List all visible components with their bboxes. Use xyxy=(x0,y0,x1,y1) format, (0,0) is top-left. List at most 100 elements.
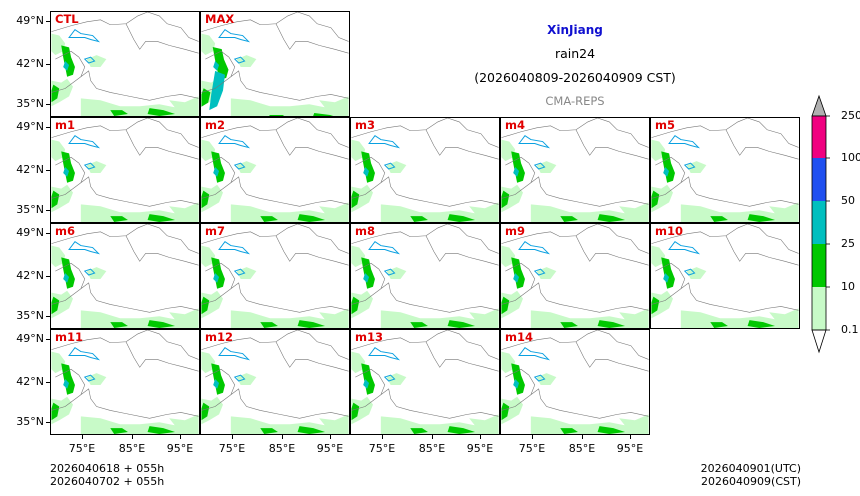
y-tick-label: 42°N xyxy=(16,269,44,282)
x-tick-label: 75°E xyxy=(368,442,396,455)
y-tick-label: 35°N xyxy=(16,309,44,322)
map-panel-m5: m5 xyxy=(650,117,800,223)
x-tick-mark xyxy=(382,435,383,439)
panel-label: m11 xyxy=(55,330,83,344)
x-tick-label: 85°E xyxy=(268,442,296,455)
colorbar-bin-50-100 xyxy=(812,158,826,201)
region-title: XinJiang xyxy=(547,23,603,37)
init-time-1: 2026040618 + 055h xyxy=(50,462,165,475)
panel-label: m5 xyxy=(655,118,675,132)
panel-label: m3 xyxy=(355,118,375,132)
x-tick-label: 85°E xyxy=(118,442,146,455)
y-tick-mark xyxy=(46,170,50,171)
colorbar-label-250: 250 xyxy=(841,109,860,122)
colorbar-bin-10-25 xyxy=(812,244,826,287)
y-tick-label: 35°N xyxy=(16,97,44,110)
y-tick-mark xyxy=(46,64,50,65)
y-tick-label: 42°N xyxy=(16,163,44,176)
y-tick-label: 49°N xyxy=(16,226,44,239)
x-tick-mark xyxy=(480,435,481,439)
variable-title: rain24 xyxy=(554,46,596,61)
panel-label: m9 xyxy=(505,224,525,238)
colorbar-label-100: 100 xyxy=(841,151,860,164)
colorbar-bin-100-250 xyxy=(812,116,826,158)
colorbar xyxy=(811,94,830,354)
y-tick-label: 35°N xyxy=(16,415,44,428)
y-tick-mark xyxy=(46,21,50,22)
panel-label: m2 xyxy=(205,118,225,132)
y-tick-mark xyxy=(46,276,50,277)
map-panel-m12: m12 xyxy=(200,329,350,435)
x-tick-label: 85°E xyxy=(568,442,596,455)
map-panel-ctl: CTL xyxy=(50,11,200,117)
x-tick-mark xyxy=(532,435,533,439)
panel-label: m1 xyxy=(55,118,75,132)
y-tick-label: 49°N xyxy=(16,120,44,133)
valid-time-cst: 2026040909(CST) xyxy=(701,475,801,488)
init-time-2: 2026040702 + 055h xyxy=(50,475,165,488)
x-tick-label: 85°E xyxy=(418,442,446,455)
map-panel-m2: m2 xyxy=(200,117,350,223)
rainfall-map xyxy=(501,330,649,434)
panel-label: m6 xyxy=(55,224,75,238)
y-tick-label: 49°N xyxy=(16,14,44,27)
x-tick-mark xyxy=(330,435,331,439)
panel-label: MAX xyxy=(205,12,235,26)
y-tick-mark xyxy=(46,127,50,128)
map-panel-m4: m4 xyxy=(500,117,650,223)
colorbar-under-arrow xyxy=(811,329,827,354)
rainfall-map xyxy=(201,12,349,116)
map-panel-m8: m8 xyxy=(350,223,500,329)
y-tick-mark xyxy=(46,210,50,211)
rainfall-map xyxy=(351,224,499,328)
map-panel-m1: m1 xyxy=(50,117,200,223)
x-tick-mark xyxy=(630,435,631,439)
colorbar-label-25: 25 xyxy=(841,237,855,250)
panel-label: m14 xyxy=(505,330,533,344)
map-panel-m9: m9 xyxy=(500,223,650,329)
x-tick-label: 95°E xyxy=(316,442,344,455)
colorbar-label-50: 50 xyxy=(841,194,855,207)
rainfall-map xyxy=(51,12,199,116)
y-tick-mark xyxy=(46,339,50,340)
rainfall-map xyxy=(501,118,649,222)
y-tick-mark xyxy=(46,422,50,423)
panel-label: CTL xyxy=(55,12,79,26)
colorbar-over-arrow xyxy=(811,94,827,117)
rainfall-map xyxy=(651,118,799,222)
model-title: CMA-REPS xyxy=(545,94,605,108)
x-tick-mark xyxy=(180,435,181,439)
map-panel-m6: m6 xyxy=(50,223,200,329)
map-panel-m3: m3 xyxy=(350,117,500,223)
colorbar-label-0.1: 0.1 xyxy=(841,323,859,336)
y-tick-label: 49°N xyxy=(16,332,44,345)
rainfall-map xyxy=(651,224,799,328)
x-tick-label: 95°E xyxy=(166,442,194,455)
x-tick-label: 75°E xyxy=(518,442,546,455)
y-tick-label: 35°N xyxy=(16,203,44,216)
rainfall-map xyxy=(351,330,499,434)
rainfall-map xyxy=(51,118,199,222)
rainfall-map xyxy=(501,224,649,328)
rainfall-map xyxy=(201,224,349,328)
x-tick-label: 75°E xyxy=(68,442,96,455)
x-tick-mark xyxy=(82,435,83,439)
x-tick-mark xyxy=(432,435,433,439)
rainfall-map xyxy=(51,330,199,434)
x-tick-label: 95°E xyxy=(616,442,644,455)
panel-label: m7 xyxy=(205,224,225,238)
panel-label: m13 xyxy=(355,330,383,344)
valid-time-utc: 2026040901(UTC) xyxy=(700,462,801,475)
panel-label: m8 xyxy=(355,224,375,238)
y-tick-mark xyxy=(46,316,50,317)
colorbar-label-10: 10 xyxy=(841,280,855,293)
map-panel-m7: m7 xyxy=(200,223,350,329)
rainfall-map xyxy=(351,118,499,222)
rainfall-map xyxy=(51,224,199,328)
x-tick-mark xyxy=(582,435,583,439)
map-panel-max: MAX xyxy=(200,11,350,117)
x-tick-label: 95°E xyxy=(466,442,494,455)
y-tick-label: 42°N xyxy=(16,375,44,388)
y-tick-mark xyxy=(46,233,50,234)
map-panel-m14: m14 xyxy=(500,329,650,435)
